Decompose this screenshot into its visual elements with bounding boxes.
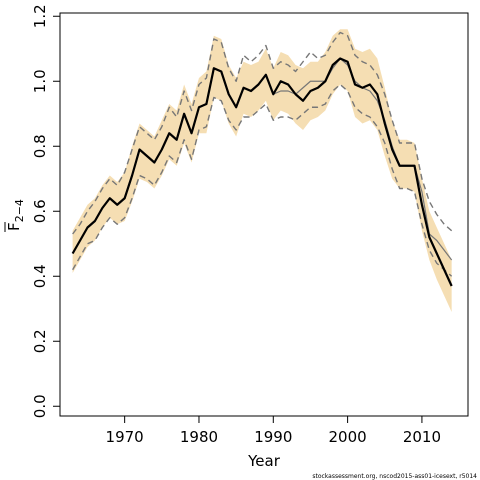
y-axis-title-text: F2−4 <box>5 199 26 231</box>
x-tick-label: 1980 <box>180 428 218 446</box>
y-tick-label: 0.0 <box>31 394 49 418</box>
y-tick-label: 0.6 <box>31 199 49 223</box>
confidence-band-layer <box>72 29 452 312</box>
x-axis-title: Year <box>247 452 281 470</box>
confidence-band <box>72 29 452 312</box>
x-tick-label: 1970 <box>106 428 144 446</box>
credit-note: stockassessment.org, nscod2015-ass01-ice… <box>312 473 477 480</box>
y-tick-label: 0.4 <box>31 264 49 288</box>
y-tick-label: 1.0 <box>31 69 49 93</box>
y-tick-label: 0.8 <box>31 134 49 158</box>
x-axis: 1970 1980 1990 2000 2010 <box>106 416 441 446</box>
series-line-upper-dashed <box>72 31 453 235</box>
series-layer <box>71 31 453 287</box>
plot-frame <box>59 12 469 417</box>
x-tick-label: 1990 <box>254 428 292 446</box>
x-tick-label: 2010 <box>403 428 441 446</box>
y-axis: 0.0 0.2 0.4 0.6 0.8 1.0 1.2 <box>31 4 60 418</box>
y-axis-title-subscript: 2−4 <box>13 199 26 222</box>
series-line-estimate <box>71 57 453 287</box>
y-axis-title-main: F <box>5 222 23 231</box>
x-tick-label: 2000 <box>329 428 367 446</box>
y-tick-label: 1.2 <box>31 4 49 28</box>
series-line-lower-dashed <box>72 83 453 277</box>
y-axis-title: F2−4 <box>4 199 26 232</box>
y-tick-label: 0.2 <box>31 329 49 353</box>
